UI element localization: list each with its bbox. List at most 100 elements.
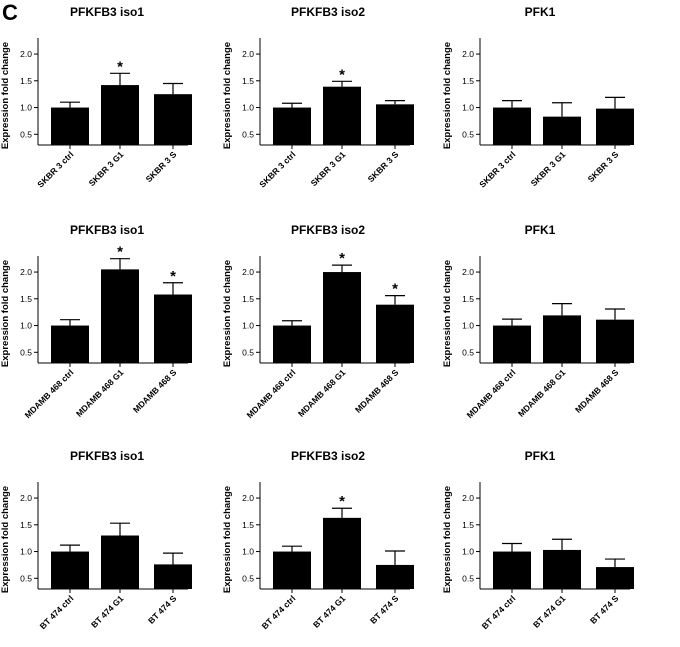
- chart-5: PFKFB3 iso2 Expression fold change 0.5 1.0 1…: [222, 223, 414, 420]
- chart-title: PFK1: [525, 5, 556, 19]
- category-label: BT 474 S: [588, 593, 621, 626]
- y-tick-label: 2.0: [462, 267, 474, 277]
- chart-9: PFK1 Expression fold change 0.5 1.0 1.5 2.0 BT…: [442, 449, 634, 631]
- significance-marker: *: [339, 250, 345, 267]
- bar: [323, 86, 361, 145]
- y-axis-label: Expression fold change: [0, 260, 11, 367]
- chart-4: PFKFB3 iso1 Expression fold change 0.5 1.0 1…: [0, 223, 192, 420]
- y-tick-label: 1.0: [242, 103, 254, 113]
- y-tick-label: 1.0: [242, 547, 254, 557]
- chart-title: PFK1: [525, 223, 556, 237]
- y-tick-label: 1.0: [20, 103, 32, 113]
- category-label: BT 474 S: [146, 593, 179, 626]
- category-label: MDAMB 468 G1: [74, 367, 126, 419]
- bar: [376, 104, 414, 145]
- category-label: MDAMB 468 S: [131, 367, 179, 415]
- bar: [596, 108, 634, 145]
- y-tick-label: 2.0: [242, 49, 254, 59]
- chart-6: PFK1 Expression fold change 0.5 1.0 1.5 2.0 MD…: [442, 223, 634, 420]
- significance-marker: *: [339, 66, 345, 83]
- y-axis-label: Expression fold change: [0, 42, 11, 149]
- y-tick-label: 1.0: [20, 547, 32, 557]
- bar: [596, 567, 634, 589]
- y-axis-label: Expression fold change: [442, 260, 453, 367]
- y-tick-label: 2.0: [242, 267, 254, 277]
- chart-title: PFK1: [525, 449, 556, 463]
- category-label: BT 474 G1: [311, 593, 348, 630]
- category-label: SKBR 3 S: [586, 149, 621, 184]
- y-tick-label: 2.0: [20, 49, 32, 59]
- bar: [376, 564, 414, 589]
- category-label: BT 474 G1: [89, 593, 126, 630]
- category-label: MDAMB 468 ctrl: [23, 367, 76, 420]
- y-axis-label: Expression fold change: [222, 260, 233, 367]
- chart-title: PFKFB3 iso1: [70, 5, 144, 19]
- y-tick-label: 2.0: [20, 267, 32, 277]
- y-tick-label: 0.5: [20, 129, 32, 139]
- category-label: MDAMB 468 G1: [296, 367, 348, 419]
- category-label: SKBR 3 ctrl: [477, 149, 517, 189]
- bar: [543, 116, 581, 145]
- chart-title: PFKFB3 iso1: [70, 223, 144, 237]
- category-label: SKBR 3 ctrl: [257, 149, 297, 189]
- bar: [543, 315, 581, 363]
- significance-marker: *: [392, 281, 398, 298]
- y-axis-label: Expression fold change: [222, 42, 233, 149]
- y-axis-label: Expression fold change: [442, 42, 453, 149]
- category-label: MDAMB 468 ctrl: [245, 367, 298, 420]
- y-tick-label: 2.0: [462, 49, 474, 59]
- category-label: MDAMB 468 ctrl: [465, 367, 518, 420]
- bar: [493, 325, 531, 363]
- bar: [323, 272, 361, 363]
- chart-title: PFKFB3 iso1: [70, 449, 144, 463]
- bar: [493, 107, 531, 145]
- chart-3: PFK1 Expression fold change 0.5 1.0 1.5 2.0 SK…: [442, 5, 634, 189]
- chart-title: PFKFB3 iso2: [291, 5, 365, 19]
- y-tick-label: 1.5: [462, 76, 474, 86]
- y-tick-label: 1.5: [20, 294, 32, 304]
- chart-2: PFKFB3 iso2 Expression fold change 0.5 1.0 1…: [222, 5, 414, 189]
- y-tick-label: 0.5: [242, 347, 254, 357]
- bar: [51, 551, 89, 589]
- y-axis-label: Expression fold change: [442, 486, 453, 593]
- category-label: SKBR 3 S: [144, 149, 179, 184]
- bar: [101, 269, 139, 363]
- bar: [101, 535, 139, 589]
- y-axis-label: Expression fold change: [0, 486, 11, 593]
- category-label: BT 474 ctrl: [260, 593, 298, 631]
- y-tick-label: 1.5: [462, 520, 474, 530]
- category-label: BT 474 S: [368, 593, 401, 626]
- category-label: MDAMB 468 S: [573, 367, 621, 415]
- category-label: MDAMB 468 S: [353, 367, 401, 415]
- y-tick-label: 1.0: [462, 321, 474, 331]
- y-tick-label: 1.5: [242, 294, 254, 304]
- y-tick-label: 0.5: [242, 129, 254, 139]
- bar: [101, 85, 139, 145]
- y-tick-label: 1.5: [242, 520, 254, 530]
- significance-marker: *: [170, 268, 176, 285]
- significance-marker: *: [339, 493, 345, 510]
- significance-marker: *: [117, 244, 123, 261]
- y-tick-label: 0.5: [462, 347, 474, 357]
- chart-7: PFKFB3 iso1 Expression fold change 0.5 1.0 1…: [0, 449, 192, 631]
- y-tick-label: 0.5: [20, 347, 32, 357]
- category-label: MDAMB 468 G1: [516, 367, 568, 419]
- bar: [323, 517, 361, 589]
- significance-marker: *: [117, 58, 123, 75]
- category-label: SKBR 3 ctrl: [35, 149, 75, 189]
- bar: [154, 94, 192, 145]
- category-label: SKBR 3 S: [366, 149, 401, 184]
- y-tick-label: 2.0: [20, 493, 32, 503]
- bar: [51, 325, 89, 363]
- bar: [493, 551, 531, 589]
- category-label: SKBR 3 G1: [309, 149, 348, 188]
- y-tick-label: 0.5: [20, 573, 32, 583]
- y-tick-label: 1.0: [462, 103, 474, 113]
- bar: [273, 325, 311, 363]
- bar: [273, 551, 311, 589]
- y-tick-label: 1.0: [20, 321, 32, 331]
- y-tick-label: 1.0: [462, 547, 474, 557]
- y-tick-label: 2.0: [242, 493, 254, 503]
- bar: [543, 549, 581, 589]
